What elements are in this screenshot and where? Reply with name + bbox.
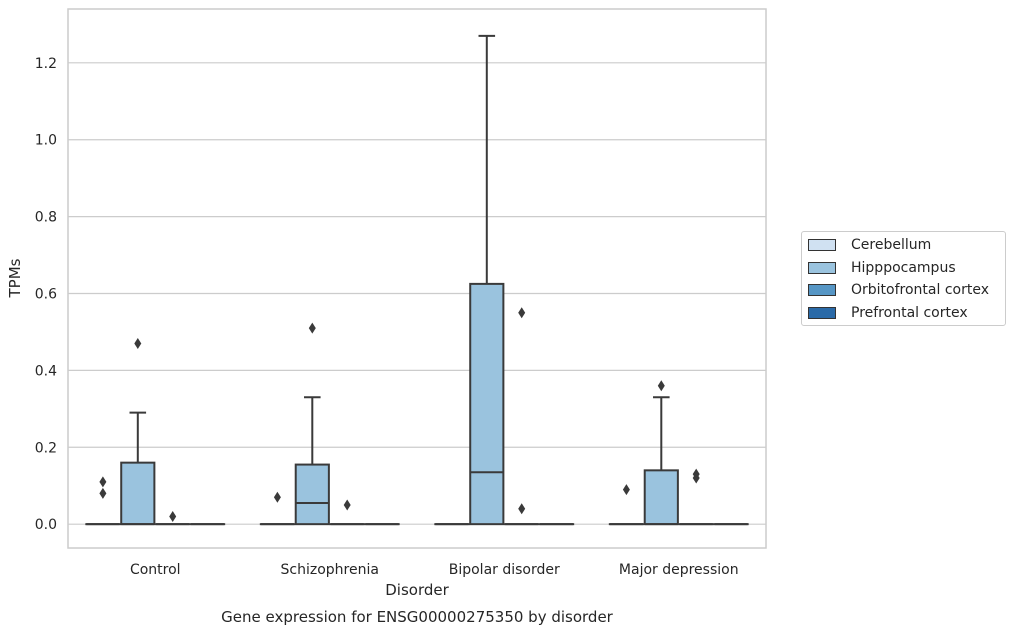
outlier-point (273, 491, 281, 503)
box-control-cerebellum (85, 476, 121, 526)
legend-item-prefrontal-cortex: Prefrontal cortex (808, 304, 968, 322)
box-schizophrenia-hipppocampus (294, 322, 330, 526)
outlier-point (99, 476, 107, 488)
legend-swatch-prefrontal-cortex (808, 307, 836, 319)
box-plots (85, 34, 749, 526)
box-bipolar-disorder-orbitofrontal-cortex (504, 307, 540, 526)
y-axis-label: TPMs (6, 258, 24, 298)
outlier-point (343, 499, 351, 511)
x-tick-label: Control (130, 562, 181, 578)
legend-label: Hipppocampus (851, 260, 956, 276)
outlier-point (622, 484, 630, 496)
y-tick-label: 0.0 (35, 517, 57, 533)
outlier-point (134, 337, 142, 349)
plot-frame (67, 8, 767, 549)
box-major-depression-cerebellum (608, 484, 644, 526)
box-control-hipppocampus (120, 337, 156, 526)
chart-title: Gene expression for ENSG00000275350 by d… (221, 608, 614, 626)
box-body (294, 463, 330, 526)
x-tick-label: Major depression (619, 562, 739, 578)
legend-swatch-cerebellum (808, 239, 836, 251)
y-tick-label: 0.8 (35, 210, 57, 226)
legend-label: Orbitofrontal cortex (851, 282, 989, 298)
legend-swatch-hippocampus (808, 262, 836, 274)
x-tick-label: Bipolar disorder (449, 562, 560, 578)
outlier-point (308, 322, 316, 334)
y-tick-label: 0.6 (35, 286, 57, 302)
box-body (643, 469, 679, 526)
grid-lines (68, 62, 766, 525)
y-tick-label: 0.4 (35, 363, 57, 379)
box-schizophrenia-orbitofrontal-cortex (329, 499, 365, 526)
x-tick-labels: Control Schizophrenia Bipolar disorder Majo… (130, 562, 739, 578)
outlier-point (657, 380, 665, 392)
box-body (469, 282, 505, 526)
legend-swatch-orbitofrontal-cortex (808, 284, 836, 296)
legend-item-orbitofrontal-cortex: Orbitofrontal cortex (808, 281, 989, 299)
legend-label: Cerebellum (851, 237, 932, 253)
x-tick-label: Schizophrenia (281, 562, 379, 578)
box-major-depression-hipppocampus (643, 380, 679, 526)
legend-item-hippocampus: Hipppocampus (808, 259, 956, 277)
box-major-depression-orbitofrontal-cortex (678, 468, 714, 526)
legend-item-cerebellum: Cerebellum (808, 236, 931, 254)
y-tick-label: 1.0 (35, 133, 57, 149)
box-schizophrenia-cerebellum (259, 491, 295, 526)
outlier-point (692, 468, 700, 480)
outlier-point (518, 503, 526, 515)
outlier-point (518, 307, 526, 319)
y-tick-labels: 0.0 0.2 0.4 0.6 0.8 1.0 1.2 (35, 56, 57, 533)
y-tick-label: 0.2 (35, 440, 57, 456)
box-bipolar-disorder-hipppocampus (469, 34, 505, 526)
outlier-point (169, 510, 177, 522)
y-tick-label: 1.2 (35, 56, 57, 72)
box-body (120, 461, 156, 526)
legend-label: Prefrontal cortex (851, 305, 968, 321)
box-control-orbitofrontal-cortex (155, 510, 191, 526)
x-axis-label: Disorder (385, 581, 449, 599)
outlier-point (99, 487, 107, 499)
legend: Cerebellum Hipppocampus Orbitofrontal co… (801, 231, 1006, 326)
